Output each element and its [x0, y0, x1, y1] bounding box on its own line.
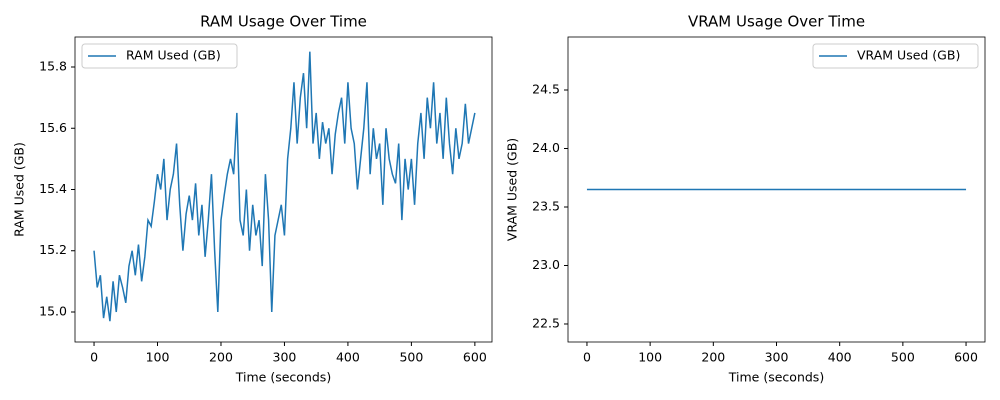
y-tick-label: 23.0: [532, 257, 560, 272]
chart-title: VRAM Usage Over Time: [688, 13, 865, 31]
y-tick-label: 22.5: [532, 315, 560, 330]
y-tick-label: 15.6: [39, 120, 67, 135]
y-axis-label: VRAM Used (GB): [505, 138, 520, 241]
x-tick-label: 0: [583, 350, 591, 365]
x-tick-label: 200: [701, 350, 725, 365]
y-tick-label: 23.5: [532, 198, 560, 213]
legend-box: [81, 43, 238, 69]
y-tick-label: 15.4: [39, 181, 67, 196]
y-axis-label: RAM Used (GB): [12, 142, 27, 237]
legend-label: RAM Used (GB): [126, 48, 221, 63]
data-line: [93, 51, 476, 322]
x-tick-label: 100: [146, 350, 170, 365]
x-tick-label: 500: [891, 350, 915, 365]
y-tick-label: 24.5: [532, 81, 560, 96]
plot-frame: [567, 36, 986, 343]
plot-frame: [74, 36, 493, 343]
x-tick-label: 400: [336, 350, 360, 365]
chart-title: RAM Usage Over Time: [200, 13, 367, 31]
x-tick-label: 100: [638, 350, 662, 365]
x-tick-label: 0: [90, 350, 98, 365]
x-tick-label: 600: [463, 350, 487, 365]
y-tick-label: 15.2: [39, 242, 67, 257]
legend-box: [812, 43, 979, 69]
x-tick-label: 300: [765, 350, 789, 365]
x-tick-label: 500: [399, 350, 423, 365]
y-tick-label: 24.0: [532, 140, 560, 155]
x-tick-label: 300: [273, 350, 297, 365]
x-axis-label: Time (seconds): [235, 370, 331, 385]
x-tick-label: 600: [954, 350, 978, 365]
legend-label: VRAM Used (GB): [857, 48, 960, 63]
x-tick-label: 400: [828, 350, 852, 365]
x-tick-label: 200: [209, 350, 233, 365]
y-tick-label: 15.8: [39, 59, 67, 74]
y-tick-label: 15.0: [39, 303, 67, 318]
x-axis-label: Time (seconds): [728, 370, 824, 385]
